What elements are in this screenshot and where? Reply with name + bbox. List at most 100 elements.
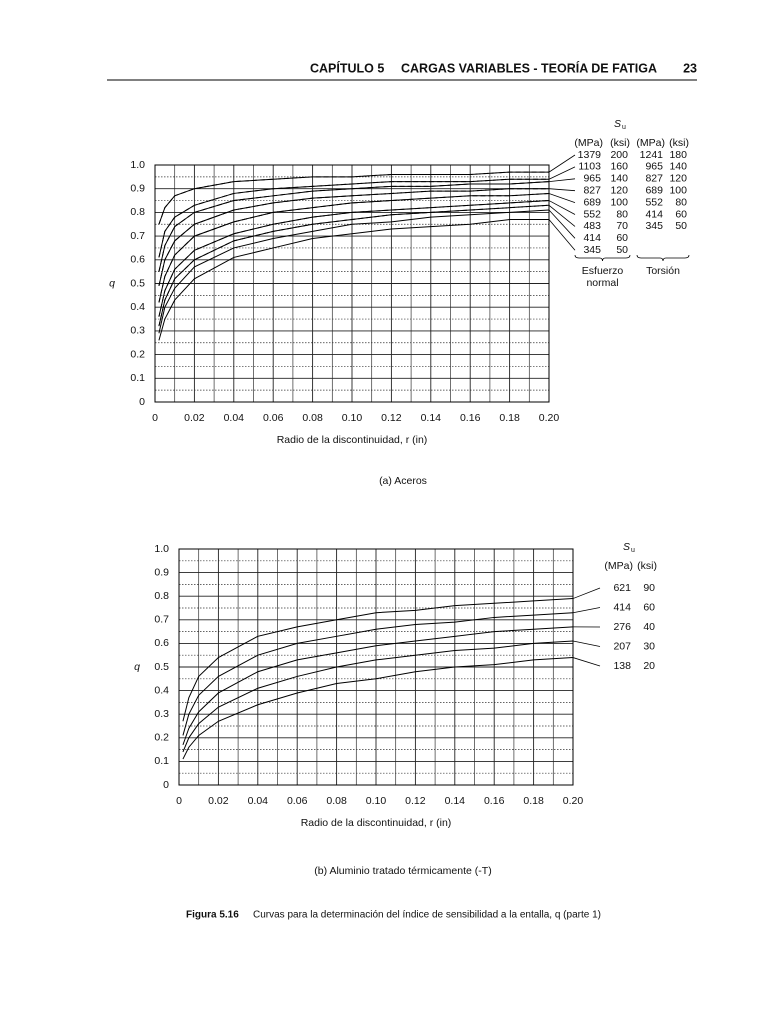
x-tick-label: 0.02 <box>208 795 229 807</box>
x-tick-label: 0.18 <box>499 412 520 424</box>
x-axis-title: Radio de la discontinuidad, r (in) <box>301 817 452 829</box>
y-tick-label: 0.5 <box>154 661 169 673</box>
curve <box>182 640 574 753</box>
legend-mpa: 1379 <box>578 149 602 161</box>
curve <box>182 612 574 736</box>
x-tick-label: 0.18 <box>523 795 544 807</box>
legend-leader <box>548 193 576 203</box>
legend-header: (MPa) <box>604 560 633 572</box>
legend-mpa: 689 <box>583 196 601 208</box>
legend-header: (MPa) <box>574 137 603 149</box>
legend-mpa: 827 <box>583 184 601 196</box>
legend-header: (ksi) <box>610 137 630 149</box>
x-tick-label: 0.02 <box>184 412 205 424</box>
legend-mpa: 552 <box>583 208 601 220</box>
x-tick-label: 0.08 <box>326 795 347 807</box>
x-axis-title: Radio de la discontinuidad, r (in) <box>277 434 428 446</box>
legend-ksi: 60 <box>616 232 628 244</box>
y-tick-label: 0.5 <box>130 277 145 289</box>
group-label: Torsión <box>646 265 680 277</box>
legend-leader <box>548 188 576 192</box>
legend-ksi: 40 <box>643 621 655 633</box>
x-tick-label: 0.08 <box>302 412 323 424</box>
legend-ksi: 20 <box>643 660 655 672</box>
legend-ksi: 80 <box>616 208 628 220</box>
chapter: CAPÍTULO 5 <box>310 60 384 75</box>
legend-ksi: 100 <box>610 196 628 208</box>
x-tick-label: 0.10 <box>366 795 387 807</box>
legend-leader <box>548 154 576 173</box>
x-tick-label: 0.20 <box>563 795 584 807</box>
curve <box>158 219 549 341</box>
brace <box>574 254 631 262</box>
legend-ksi: 140 <box>610 173 628 185</box>
page-number: 23 <box>683 61 697 75</box>
sub-caption: (a) Aceros <box>379 475 427 487</box>
x-tick-label: 0 <box>176 795 182 807</box>
legend-mpa: 207 <box>613 640 631 652</box>
legend-ksi: 80 <box>675 196 687 208</box>
brace <box>636 254 690 262</box>
legend-leader <box>548 200 576 215</box>
figure-number: Figura 5.16 <box>186 910 239 921</box>
legend-mpa: 1241 <box>640 149 664 161</box>
y-tick-label: 0 <box>139 396 145 408</box>
legend-leader <box>548 166 576 180</box>
legend-ksi: 50 <box>675 220 687 232</box>
x-tick-label: 0.14 <box>421 412 442 424</box>
legend-ksi: 160 <box>610 161 628 173</box>
y-tick-label: 1.0 <box>154 543 169 555</box>
y-tick-label: 0.7 <box>154 614 169 626</box>
curve <box>158 192 550 303</box>
y-tick-label: 0.4 <box>130 301 145 313</box>
legend-ksi: 90 <box>643 582 655 594</box>
legend-leader <box>548 209 576 239</box>
legend-title-sub: u <box>622 124 626 131</box>
legend-ksi: 140 <box>669 161 687 173</box>
legend-ksi: 180 <box>669 149 687 161</box>
y-tick-label: 0.7 <box>130 230 145 242</box>
y-axis-title: q <box>109 277 115 289</box>
legend-header: (ksi) <box>669 137 689 149</box>
legend-leader <box>572 587 601 599</box>
y-tick-label: 0.3 <box>154 708 169 720</box>
curve <box>158 181 550 272</box>
legend-mpa: 689 <box>645 184 663 196</box>
legend-leader <box>548 178 576 182</box>
legend-mpa: 965 <box>583 173 601 185</box>
y-tick-label: 0.6 <box>154 637 169 649</box>
legend-mpa: 965 <box>645 161 663 173</box>
curve <box>158 188 549 286</box>
curve <box>158 171 549 225</box>
curve <box>158 204 550 327</box>
y-axis-title: q <box>134 661 140 673</box>
y-tick-label: 0.3 <box>130 325 145 337</box>
x-tick-label: 0.04 <box>248 795 269 807</box>
legend-mpa: 276 <box>613 621 631 633</box>
y-tick-label: 0.2 <box>130 348 145 360</box>
legend-mpa: 414 <box>613 601 631 613</box>
legend-title: S <box>614 118 621 130</box>
legend-leader <box>548 219 576 251</box>
legend-mpa: 621 <box>613 582 631 594</box>
y-tick-label: 0.8 <box>130 206 145 218</box>
x-tick-label: 0 <box>152 412 158 424</box>
group-label: Esfuerzo <box>582 265 624 277</box>
legend-ksi: 200 <box>610 149 628 161</box>
legend-ksi: 70 <box>616 220 628 232</box>
legend-mpa: 414 <box>583 232 601 244</box>
legend-leader <box>572 657 601 667</box>
curve <box>182 598 574 722</box>
y-tick-label: 0.1 <box>130 372 145 384</box>
y-tick-label: 0.4 <box>154 684 169 696</box>
x-tick-label: 0.12 <box>405 795 426 807</box>
legend-ksi: 120 <box>610 184 628 196</box>
legend-header: (ksi) <box>637 560 657 572</box>
x-tick-label: 0.06 <box>263 412 284 424</box>
legend-mpa: 1103 <box>578 161 601 173</box>
y-tick-label: 0.8 <box>154 590 169 602</box>
legend-mpa: 345 <box>645 220 663 232</box>
curve <box>158 178 549 258</box>
legend-ksi: 100 <box>669 184 687 196</box>
